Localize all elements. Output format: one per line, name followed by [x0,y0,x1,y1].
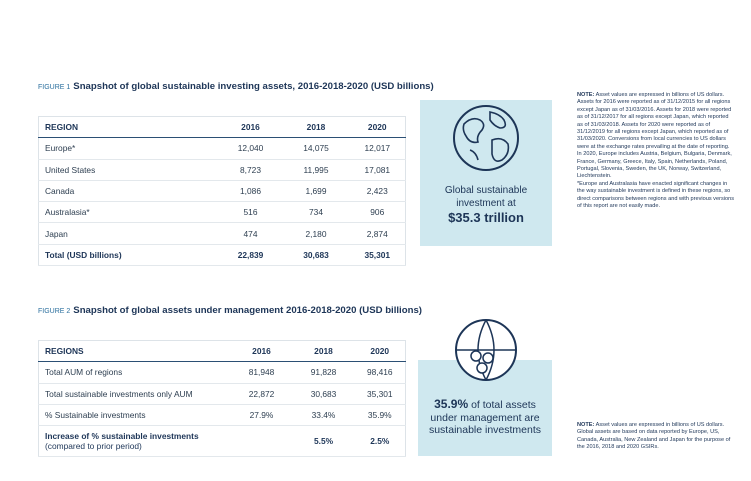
note: NOTE: Asset values are expressed in bill… [577,422,735,452]
table-cell: 35,301 [349,243,406,267]
table-cell: 98,416 [354,361,406,384]
callout-highlight: 35.9% [434,397,469,411]
table-cell: Australasia* [38,201,219,224]
note-footnote: *Europe and Australasia have enacted sig… [577,180,735,210]
table-cell: 516 [218,201,283,224]
note-text: Asset values are expressed in billions o… [577,92,732,180]
table-cell: 2.5% [354,425,406,458]
table-cell: Total sustainable investments only AUM [38,383,231,405]
table-cell: 22,872 [230,383,293,405]
table-cell: 906 [349,201,406,224]
globe-icon [453,105,519,171]
note-text: Asset values are expressed in billions o… [577,422,731,451]
table-cell: 35.9% [354,404,406,427]
figure-label: FIGURE 1 [38,84,71,91]
table-cell: Europe* [38,137,219,160]
table-row: Canada 1,086 1,699 2,423 [38,180,406,203]
table-row: Japan 474 2,180 2,874 [38,222,406,245]
table-cell: 91,828 [292,361,355,384]
data-table: REGIONS 2016 2018 2020 Total AUM of regions 8… [38,340,406,458]
table-cell: 5.5% [292,425,355,458]
table-cell: 474 [218,222,283,245]
table-cell: 35,301 [354,383,406,405]
table-row: REGION 2016 2018 2020 [38,116,406,139]
table-cell: 30,683 [282,243,350,267]
header-cell: REGIONS [38,340,231,363]
table-row: Total (USD billions) 22,839 30,683 35,301 [38,243,406,267]
callout-box: Global sustainable investment at $35.3 t… [420,100,552,246]
table-cell: Canada [38,180,219,203]
table-cell: 2,874 [349,222,406,245]
figure-title-text: Snapshot of global assets under manageme… [73,305,422,316]
figure-title: FIGURE 1 Snapshot of global sustainable i… [38,81,434,92]
callout-highlight: $35.3 trillion [448,210,524,225]
table-cell [230,425,293,458]
table-cell: % Sustainable investments [38,404,231,427]
header-cell: 2018 [282,116,350,139]
table-cell: 1,699 [282,180,350,203]
header-cell: 2016 [218,116,283,139]
note-label: NOTE: [577,92,595,98]
header-cell: REGION [38,116,219,139]
table-cell: Total (USD billions) [38,243,219,267]
figure-title-text: Snapshot of global sustainable investing… [73,81,434,92]
note-label: NOTE: [577,422,595,428]
table-cell: United States [38,159,219,181]
table-row: Total sustainable investments only AUM 22… [38,383,406,405]
table-cell: 2,423 [349,180,406,203]
table-cell: 8,723 [218,159,283,181]
table-cell: 81,948 [230,361,293,384]
table-cell: 11,995 [282,159,350,181]
table-row: Europe* 12,040 14,075 12,017 [38,137,406,160]
note: NOTE: Asset values are expressed in bill… [577,92,735,211]
table-cell: 12,040 [218,137,283,160]
table-cell: 2,180 [282,222,350,245]
table-row: Australasia* 516 734 906 [38,201,406,224]
header-cell: 2018 [292,340,355,363]
table-cell: Total AUM of regions [38,361,231,384]
header-cell: 2020 [349,116,406,139]
table-cell: 27.9% [230,404,293,427]
figure-title: FIGURE 2 Snapshot of global assets under … [38,305,422,316]
table-row: % Sustainable investments 27.9% 33.4% 35.9% [38,404,406,427]
row-label: Increase of % sustainable investments [45,431,199,442]
callout-text: 35.9% of total assets under management a… [426,398,544,437]
globe-icon [455,319,517,381]
table-row: Total AUM of regions 81,948 91,828 98,416 [38,361,406,384]
table-cell: 33.4% [292,404,355,427]
table-cell: Japan [38,222,219,245]
table-cell: Increase of % sustainable investments (co… [38,425,231,458]
table-row: REGIONS 2016 2018 2020 [38,340,406,363]
row-sublabel: (compared to prior period) [45,441,142,452]
table-cell: 22,839 [218,243,283,267]
table-cell: 30,683 [292,383,355,405]
table-row: United States 8,723 11,995 17,081 [38,159,406,181]
callout-text: Global sustainable investment at [444,185,528,209]
figure-label: FIGURE 2 [38,308,71,315]
table-cell: 734 [282,201,350,224]
table-cell: 14,075 [282,137,350,160]
header-cell: 2020 [354,340,406,363]
callout-body: of total assets under management are sus… [428,399,542,436]
table-cell: 17,081 [349,159,406,181]
table-cell: 12,017 [349,137,406,160]
table-row: Increase of % sustainable investments (co… [38,425,406,458]
data-table: REGION 2016 2018 2020 Europe* 12,040 14,075 12,… [38,116,406,267]
table-cell: 1,086 [218,180,283,203]
header-cell: 2016 [230,340,293,363]
